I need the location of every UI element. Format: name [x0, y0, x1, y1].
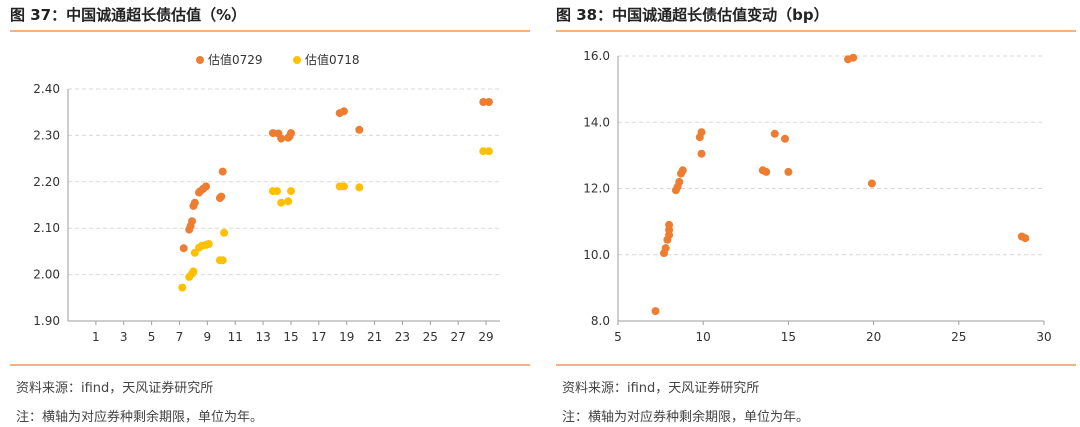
left-legend-label: 估值0718	[305, 52, 360, 67]
left-legend-label: 估值0729	[208, 52, 263, 67]
left-point	[189, 267, 198, 276]
left-x-tick-label: 5	[148, 330, 156, 344]
left-x-tick-label: 25	[423, 330, 438, 344]
left-chart-title: 图 37：中国诚通超长债估值（%）	[10, 6, 247, 24]
right-title-divider	[556, 30, 1076, 32]
right-point	[651, 307, 660, 316]
left-x-tick-label: 19	[339, 330, 354, 344]
right-source-note: 资料来源：ifind，天风证券研究所	[562, 381, 760, 396]
right-y-tick-label: 8.0	[591, 314, 610, 328]
left-point	[339, 182, 348, 191]
right-x-tick-label: 10	[696, 330, 711, 344]
left-point	[277, 134, 286, 143]
right-point	[784, 167, 793, 176]
left-point	[217, 192, 226, 201]
right-y-tick-label: 16.0	[583, 49, 610, 63]
left-point	[355, 125, 364, 134]
right-point	[675, 177, 684, 186]
left-x-tick-label: 11	[228, 330, 243, 344]
right-x-tick-label: 25	[951, 330, 966, 344]
right-y-tick-label: 14.0	[583, 115, 610, 129]
left-x-tick-label: 3	[120, 330, 128, 344]
left-source-note: 资料来源：ifind，天风证券研究所	[16, 381, 214, 396]
left-x-tick-label: 13	[255, 330, 270, 344]
left-y-tick-label: 1.90	[33, 314, 60, 328]
right-x-tick-label: 15	[781, 330, 796, 344]
left-point	[179, 244, 188, 253]
right-scatter-chart: 8.0 10.0 12.0 14.0 16.0 5 10 15 20 25 30	[583, 49, 1051, 344]
right-point	[770, 129, 779, 138]
left-point	[273, 187, 281, 196]
left-point	[287, 129, 295, 138]
left-point	[220, 228, 229, 237]
left-point	[218, 167, 227, 176]
left-legend-marker	[293, 56, 301, 64]
right-point	[697, 149, 706, 158]
left-x-tick-label: 9	[204, 330, 212, 344]
left-point	[479, 98, 488, 106]
right-x-tick-label: 5	[614, 330, 622, 344]
left-y-tick-label: 2.30	[33, 128, 60, 142]
left-footer-divider	[10, 364, 530, 366]
left-point	[484, 147, 493, 156]
left-y-tick-label: 2.00	[33, 268, 60, 282]
left-y-tick-label: 2.20	[33, 175, 60, 189]
right-y-tick-label: 12.0	[583, 182, 610, 196]
right-y-tick-label: 10.0	[583, 248, 610, 262]
left-point	[287, 187, 295, 196]
left-point	[339, 107, 348, 116]
right-x-tick-label: 30	[1036, 330, 1051, 344]
left-x-tick-label: 29	[478, 330, 493, 344]
right-x-tick-label: 20	[866, 330, 881, 344]
left-x-tick-label: 7	[176, 330, 184, 344]
right-chart-title: 图 38：中国诚通超长债估值变动（bp）	[556, 6, 829, 24]
right-point	[697, 128, 706, 137]
right-chart-panel: 图 38：中国诚通超长债估值变动（bp） 8.0 10.0 12.0 14.0 16.0…	[556, 0, 1076, 427]
left-point	[190, 198, 199, 207]
right-axis-note: 注：横轴为对应券种剩余期限，单位为年。	[562, 410, 810, 425]
left-point	[284, 197, 293, 206]
right-point	[849, 53, 858, 62]
left-x-tick-label: 21	[367, 330, 382, 344]
left-x-tick-label: 23	[395, 330, 410, 344]
right-point	[781, 134, 789, 143]
left-point	[355, 183, 364, 192]
left-point	[218, 256, 227, 265]
left-point	[479, 147, 488, 156]
right-point	[867, 179, 876, 188]
right-point	[661, 244, 670, 253]
left-axis-note: 注：横轴为对应券种剩余期限，单位为年。	[16, 410, 264, 425]
left-point	[484, 98, 493, 106]
left-chart-panel: 图 37：中国诚通超长债估值（%） 1.90 2.00 2.10 2.20 2.30 2.…	[10, 0, 530, 427]
right-point	[678, 166, 687, 175]
left-point	[204, 240, 213, 248]
left-x-tick-label: 27	[451, 330, 466, 344]
left-point	[178, 283, 187, 292]
left-point	[188, 217, 196, 226]
right-footer-divider	[556, 364, 1076, 366]
left-legend-marker	[196, 56, 204, 64]
left-scatter-chart: 1.902.002.102.202.302.401 3 5 7 9 11 13 15 17 19 2…	[33, 52, 500, 344]
left-point	[202, 182, 210, 191]
left-title-divider	[10, 30, 530, 32]
left-y-tick-label: 2.40	[33, 82, 60, 96]
left-point	[277, 198, 286, 207]
right-point	[665, 220, 674, 229]
left-x-tick-label: 17	[311, 330, 326, 344]
left-y-tick-label: 2.10	[33, 221, 60, 235]
left-x-tick-label: 1	[92, 330, 100, 344]
right-point	[1021, 234, 1030, 243]
right-point	[762, 167, 771, 176]
left-x-tick-label: 15	[283, 330, 298, 344]
